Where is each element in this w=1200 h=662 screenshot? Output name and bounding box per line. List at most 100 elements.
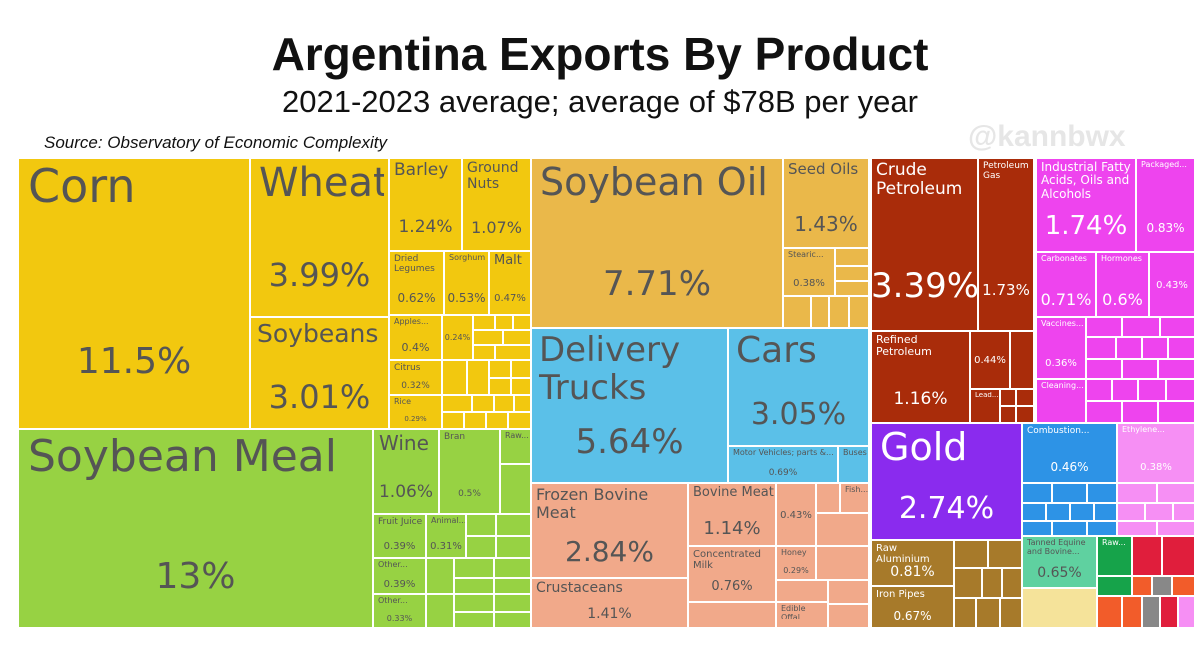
treemap-cell (531, 328, 728, 483)
treemap-cell-minor (1142, 337, 1168, 359)
treemap-cell-value: 1.24% (398, 216, 453, 237)
treemap-cell-value: 0.46% (1050, 459, 1089, 474)
treemap-cell-value: 0.39% (383, 578, 416, 590)
treemap-cell (462, 158, 531, 251)
treemap-cell-minor (1022, 503, 1046, 521)
treemap-cell (783, 248, 835, 296)
treemap-cell (426, 514, 466, 558)
treemap-cell-minor (494, 558, 531, 578)
treemap-cell-value: 0.32% (401, 380, 430, 391)
treemap-cell (776, 546, 816, 580)
treemap-cell (373, 514, 426, 558)
treemap-cell-minor (1052, 521, 1087, 536)
treemap-cell-minor (783, 296, 811, 328)
treemap-cell-minor (1145, 503, 1173, 521)
treemap-cell-minor (494, 578, 531, 594)
treemap-cell-minor (1160, 596, 1178, 628)
treemap-cell-minor (1138, 379, 1166, 401)
treemap-cell-minor (688, 602, 776, 628)
treemap-cell-minor (976, 598, 1000, 628)
treemap-cell-value: 0.69% (768, 468, 798, 479)
treemap-cell-minor (473, 330, 503, 345)
treemap-cell-label: Stearic... (788, 251, 824, 259)
treemap-cell-label: Malt (494, 254, 522, 268)
treemap-cell (389, 360, 442, 395)
treemap-cell-minor (454, 594, 494, 612)
treemap-cell (373, 558, 426, 594)
treemap-cell-value: 13% (155, 556, 236, 598)
treemap-cell-minor (1022, 521, 1052, 536)
treemap-cell-minor (466, 514, 496, 536)
treemap-cell-minor (473, 345, 495, 360)
treemap-cell-label: Combustion... (1027, 426, 1090, 436)
treemap-cell-minor (494, 594, 531, 612)
treemap-cell-value: 0.38% (793, 277, 825, 289)
treemap-cell-value: 0.71% (1040, 289, 1092, 309)
treemap-cell-label: Bran (444, 432, 466, 442)
treemap-cell-minor (849, 296, 869, 328)
treemap-cell-value: 1.43% (794, 212, 858, 237)
treemap-cell-minor (495, 345, 531, 360)
treemap-cell-value: 0.5% (458, 488, 481, 499)
treemap-cell-minor (454, 578, 494, 594)
treemap-cell (18, 158, 250, 429)
treemap-cell-minor (1070, 503, 1094, 521)
treemap-cell-minor (466, 536, 496, 558)
treemap-cell-minor (1094, 503, 1117, 521)
treemap-cell-minor (1022, 588, 1097, 628)
treemap-cell-label: Citrus (394, 363, 421, 373)
treemap-cell-minor (1097, 576, 1132, 596)
treemap-cell (871, 331, 970, 423)
treemap-cell (728, 446, 838, 483)
treemap-cell-value: 0.83% (1146, 221, 1185, 236)
treemap-cell-minor (495, 315, 513, 330)
treemap-cell-minor (1122, 359, 1158, 379)
treemap-cell-minor (954, 540, 988, 568)
treemap-cell-label: Barley (394, 161, 449, 180)
treemap-cell-minor (494, 612, 531, 628)
treemap-cell-minor (1086, 337, 1116, 359)
treemap-cell-minor (816, 513, 869, 546)
treemap-cell-minor (1172, 576, 1195, 596)
treemap-cell-label: Petroleum Gas (983, 161, 1029, 182)
treemap-cell-minor (776, 580, 828, 602)
treemap-cell-minor (494, 395, 514, 412)
treemap-cell (18, 429, 373, 628)
treemap-cell-value: 3.01% (268, 378, 371, 417)
treemap-cell-value: 0.4% (401, 340, 430, 354)
treemap-cell-minor (1016, 406, 1034, 423)
treemap-cell-minor (496, 514, 531, 536)
treemap-cell-minor (1112, 379, 1138, 401)
treemap-cell (688, 546, 776, 602)
treemap-cell-minor (442, 395, 472, 412)
treemap-cell-label: Buses (843, 449, 867, 457)
treemap-cell-label: Soybean Meal (28, 432, 337, 482)
treemap-cell-value: 3.05% (750, 396, 847, 432)
treemap-cell-minor (473, 315, 495, 330)
treemap-cell (373, 594, 426, 628)
treemap-cell-minor (442, 412, 464, 429)
treemap-cell-label: Soybean Oil (540, 161, 768, 204)
treemap-cell-label: Carbonates (1041, 255, 1087, 263)
treemap-cell (250, 158, 389, 317)
treemap-cell-minor (828, 604, 869, 628)
treemap-cell-minor (829, 296, 849, 328)
treemap-cell-label: Industrial Fatty Acids, Oils and Alcohol… (1041, 161, 1131, 201)
treemap-cell-value: 0.36% (1045, 357, 1077, 369)
treemap-cell (1036, 379, 1086, 423)
treemap-cell-value: 0.62% (397, 290, 436, 305)
treemap-cell-minor (489, 360, 511, 378)
treemap-cell (1022, 423, 1117, 483)
treemap-cell-value: 2.84% (565, 535, 654, 569)
treemap-cell-label: Wheat (259, 161, 384, 206)
treemap-cell (871, 423, 1022, 540)
treemap-cell (1036, 317, 1086, 379)
treemap-cell-value: 0.29% (404, 415, 427, 424)
treemap-cell-label: Bovine Meat (693, 486, 774, 500)
treemap-cell-label: Dried Legumes (394, 254, 435, 275)
treemap-cell-label: Edible Offal (781, 605, 806, 620)
treemap-cell-minor (511, 378, 531, 395)
treemap-cell-value: 0.6% (1102, 289, 1143, 309)
treemap-cell-label: Fruit Juice (378, 517, 423, 527)
treemap-cell-minor (828, 580, 869, 604)
